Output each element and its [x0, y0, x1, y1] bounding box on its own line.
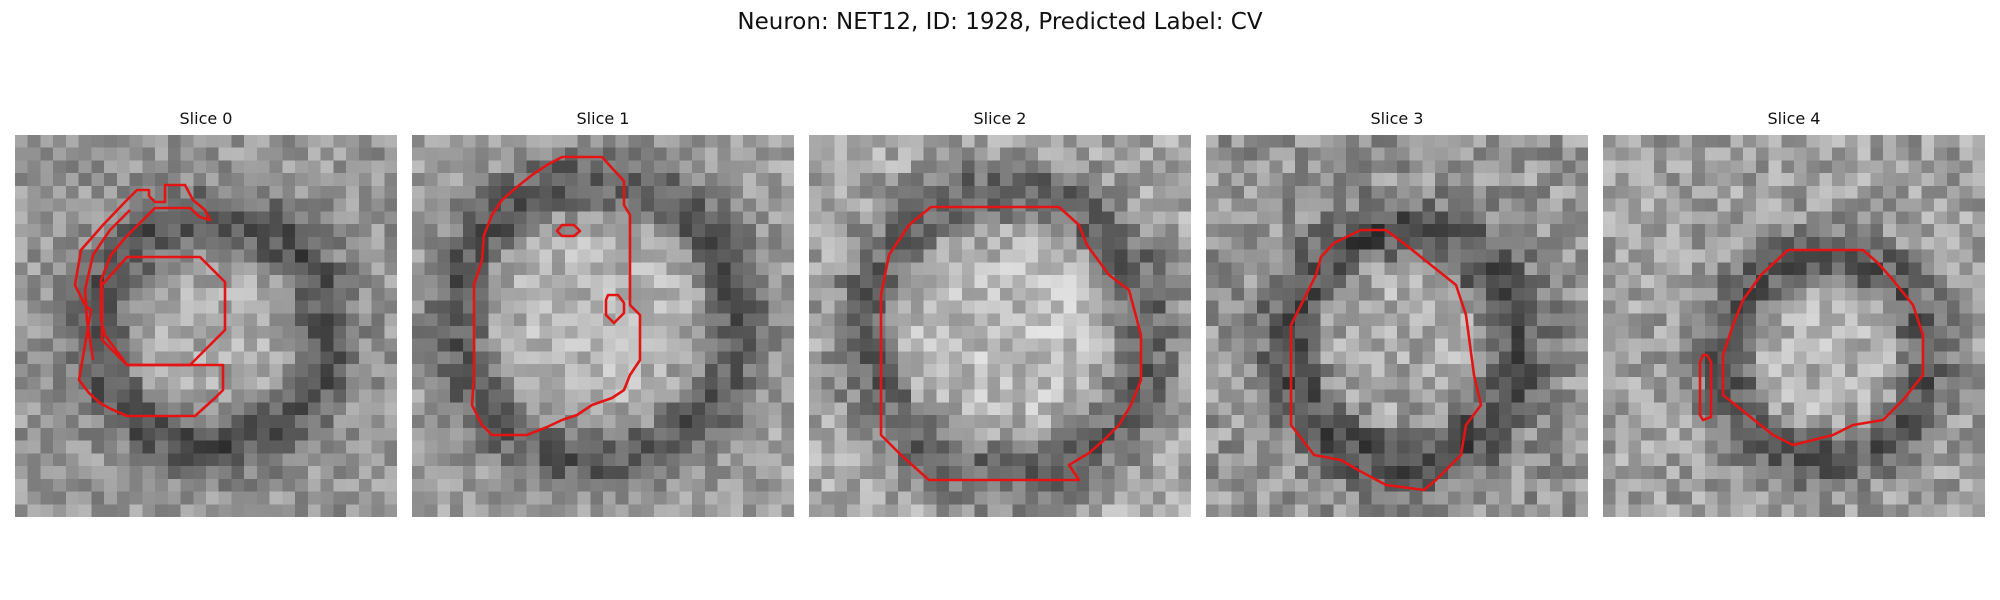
slice-1-image	[412, 135, 794, 517]
slice-2-overlay	[879, 205, 1143, 482]
slice-4-outer-contour	[1721, 248, 1925, 447]
slice-1-overlay	[470, 155, 642, 437]
slice-3-image	[1206, 135, 1588, 517]
slice-0-image	[15, 135, 397, 517]
slice-3-outer-contour	[1289, 228, 1483, 492]
slice-0-inner-arc	[83, 209, 131, 361]
slice-1-small-contour-a	[555, 223, 582, 238]
slice-4-small-contour	[1698, 353, 1713, 422]
figure-title: Neuron: NET12, ID: 1928, Predicted Label…	[737, 9, 1263, 35]
slice-1-small-contour-b	[604, 293, 626, 325]
slice-3-overlay	[1289, 228, 1483, 492]
slice-2-image	[809, 135, 1191, 517]
slice-0-outer-contour	[73, 183, 225, 418]
slice-0-inner-contour	[100, 255, 227, 367]
panel-title-slice-2: Slice 2	[973, 109, 1027, 128]
slice-1-outer-contour	[470, 155, 642, 437]
slice-2-outer-contour	[879, 205, 1143, 482]
panel-title-slice-1: Slice 1	[576, 109, 630, 128]
panel-title-slice-3: Slice 3	[1370, 109, 1424, 128]
panel-title-slice-0: Slice 0	[179, 109, 233, 128]
slice-0-overlay	[73, 183, 227, 418]
panel-title-slice-4: Slice 4	[1767, 109, 1821, 128]
slice-4-overlay	[1698, 248, 1925, 447]
